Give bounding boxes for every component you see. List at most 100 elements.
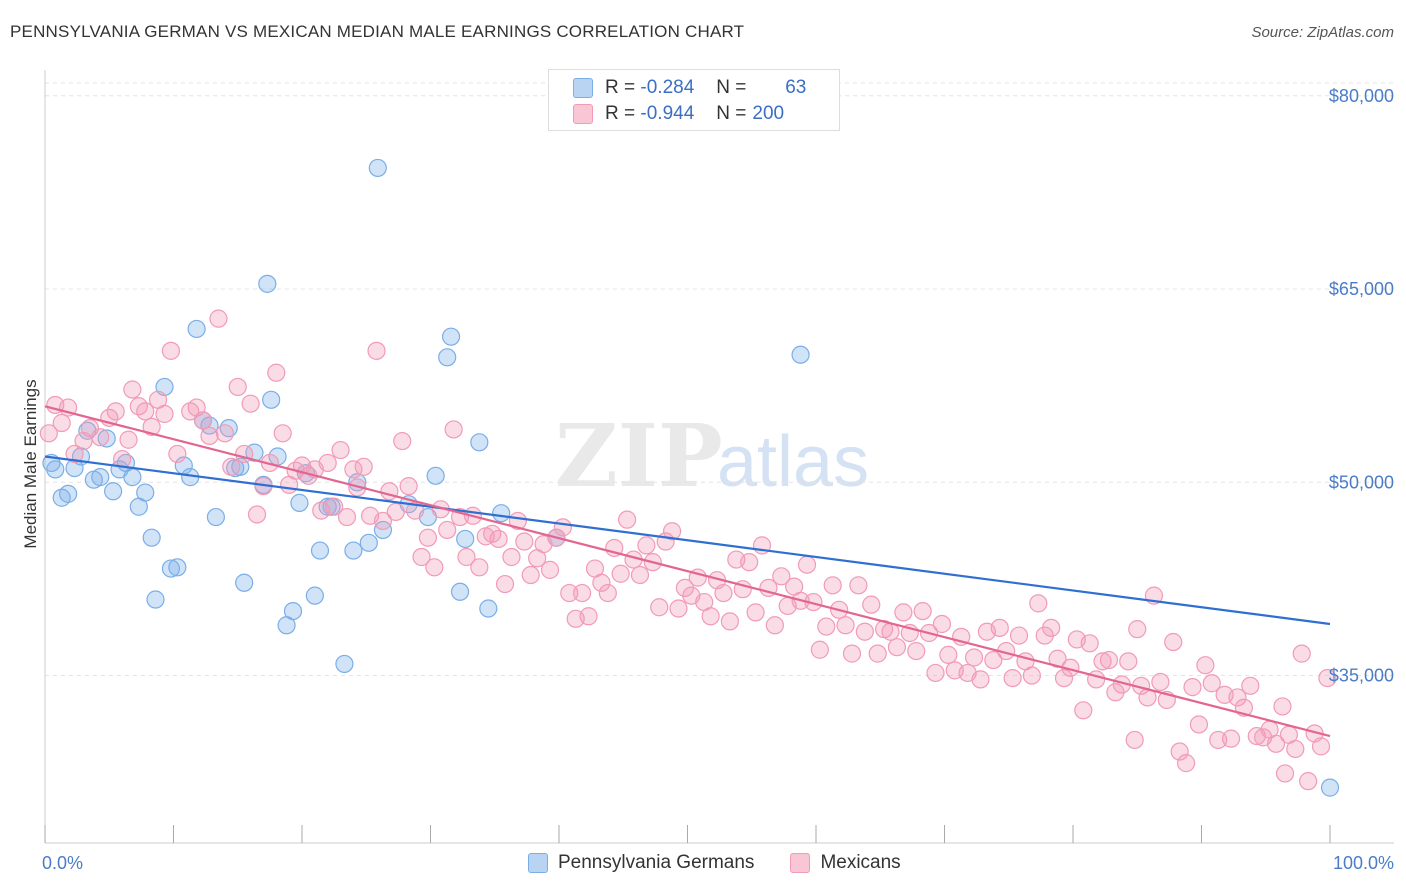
- data-point-pennsylvania-german: [438, 348, 457, 367]
- data-point-pennsylvania-german: [456, 529, 475, 549]
- data-point-pennsylvania-german: [450, 582, 470, 601]
- data-point-pennsylvania-german: [344, 541, 363, 560]
- data-point-mexican: [1311, 737, 1331, 756]
- x-tick-label: 100.0%: [1333, 853, 1394, 873]
- data-point-mexican: [161, 341, 181, 360]
- data-point-mexican: [553, 518, 572, 537]
- data-point-mexican: [1318, 668, 1337, 688]
- data-point-mexican: [1125, 730, 1144, 750]
- y-axis-label: Median Male Earnings: [21, 379, 40, 548]
- data-point-mexican: [630, 565, 650, 585]
- data-point-mexican: [39, 424, 58, 443]
- data-point-mexican: [984, 650, 1003, 670]
- data-point-mexican: [913, 601, 932, 621]
- data-point-mexican: [971, 670, 990, 689]
- data-point-pennsylvania-german: [123, 468, 142, 487]
- data-point-mexican: [1299, 772, 1318, 791]
- data-point-mexican: [142, 417, 161, 436]
- data-point-mexican: [52, 413, 71, 433]
- data-point-pennsylvania-german: [97, 429, 116, 448]
- data-point-pennsylvania-german: [91, 468, 110, 487]
- data-point-pennsylvania-german: [290, 493, 309, 512]
- data-point-mexican: [637, 536, 656, 555]
- data-point-mexican: [817, 617, 836, 636]
- legend-swatch-pink: [790, 853, 811, 873]
- data-point-mexican: [1241, 676, 1260, 695]
- data-point-mexican: [1221, 729, 1241, 748]
- data-point-pennsylvania-german: [104, 482, 123, 501]
- data-point-mexican: [457, 547, 476, 567]
- series-mexicans: [39, 309, 1337, 791]
- legend-n-label: N =: [716, 77, 747, 98]
- data-point-pennsylvania-german: [206, 507, 226, 527]
- data-point-mexican: [1022, 666, 1041, 685]
- legend-swatch-pink: [573, 104, 593, 124]
- data-point-pennsylvania-german: [359, 533, 378, 552]
- data-point-pennsylvania-german: [1320, 778, 1340, 797]
- data-point-mexican: [1080, 634, 1099, 653]
- legend-row-pennsylvania-germans: R = -0.284 N = 63: [573, 75, 806, 101]
- data-point-pennsylvania-german: [479, 599, 498, 618]
- data-point-mexican: [515, 532, 534, 551]
- data-point-mexican: [393, 431, 412, 451]
- data-point-mexican: [932, 614, 952, 634]
- data-point-mexican: [412, 547, 431, 567]
- tick-labels: $35,000 $50,000 $65,000 $80,000 0.0% 100.0%: [42, 86, 1394, 873]
- data-point-mexican: [106, 402, 125, 421]
- data-point-mexican: [772, 567, 791, 586]
- legend-n-value: 200: [752, 103, 785, 124]
- data-point-pennsylvania-german: [161, 559, 181, 578]
- data-point-mexican: [836, 616, 855, 635]
- data-point-mexican: [91, 428, 110, 447]
- data-point-pennsylvania-german: [283, 601, 303, 621]
- data-point-pennsylvania-german: [168, 558, 187, 577]
- data-point-mexican: [337, 507, 357, 527]
- data-point-mexican: [1042, 618, 1061, 637]
- data-point-mexican: [1119, 652, 1138, 671]
- legend-r-label: R =: [605, 103, 636, 124]
- data-point-pennsylvania-german: [305, 586, 324, 605]
- data-point-pennsylvania-german: [335, 654, 354, 674]
- y-tick-label: $50,000: [1329, 472, 1394, 492]
- trend-line-pennsylvania-germans: [44, 455, 1331, 626]
- data-point-mexican: [425, 558, 444, 577]
- data-point-mexican: [495, 574, 515, 594]
- data-point-mexican: [592, 573, 611, 592]
- data-point-mexican: [1170, 742, 1189, 761]
- data-point-pennsylvania-german: [146, 590, 165, 609]
- data-point-mexican: [399, 477, 418, 496]
- data-point-mexican: [701, 607, 720, 626]
- data-point-mexican: [215, 424, 234, 443]
- data-point-mexican: [318, 453, 337, 473]
- data-point-mexican: [797, 555, 817, 574]
- data-point-mexican: [1003, 668, 1022, 688]
- source-label: Source: ZipAtlas.com: [1251, 24, 1394, 41]
- data-point-pennsylvania-german: [492, 504, 511, 523]
- data-point-mexican: [168, 444, 187, 464]
- data-point-mexican: [842, 644, 862, 663]
- data-point-mexican: [325, 497, 344, 516]
- data-point-mexican: [209, 309, 228, 328]
- data-point-mexican: [1128, 620, 1147, 639]
- data-point-pennsylvania-german: [46, 460, 65, 479]
- data-point-mexican: [964, 648, 984, 667]
- data-point-mexican: [521, 565, 540, 585]
- legend-n-value: 63: [785, 77, 807, 98]
- data-point-mexican: [862, 595, 881, 614]
- data-point-mexican: [939, 645, 958, 665]
- series-pennsylvania-germans: [42, 158, 1340, 797]
- legend-n-label: N =: [716, 103, 747, 124]
- data-point-mexican: [438, 520, 457, 540]
- data-point-pennsylvania-german: [310, 541, 330, 560]
- data-point-mexican: [367, 341, 386, 360]
- data-point-pennsylvania-german: [142, 528, 161, 547]
- data-point-mexican: [746, 603, 765, 622]
- data-point-mexican: [740, 553, 759, 572]
- legend-item-mexicans: Mexicans: [790, 852, 901, 874]
- data-point-mexican: [1074, 701, 1093, 720]
- data-point-mexican: [1292, 644, 1311, 663]
- legend-row-mexicans: R = -0.944 N = 200: [573, 101, 784, 127]
- data-point-mexican: [123, 380, 142, 399]
- data-point-mexican: [868, 644, 887, 663]
- data-point-mexican: [1202, 674, 1221, 693]
